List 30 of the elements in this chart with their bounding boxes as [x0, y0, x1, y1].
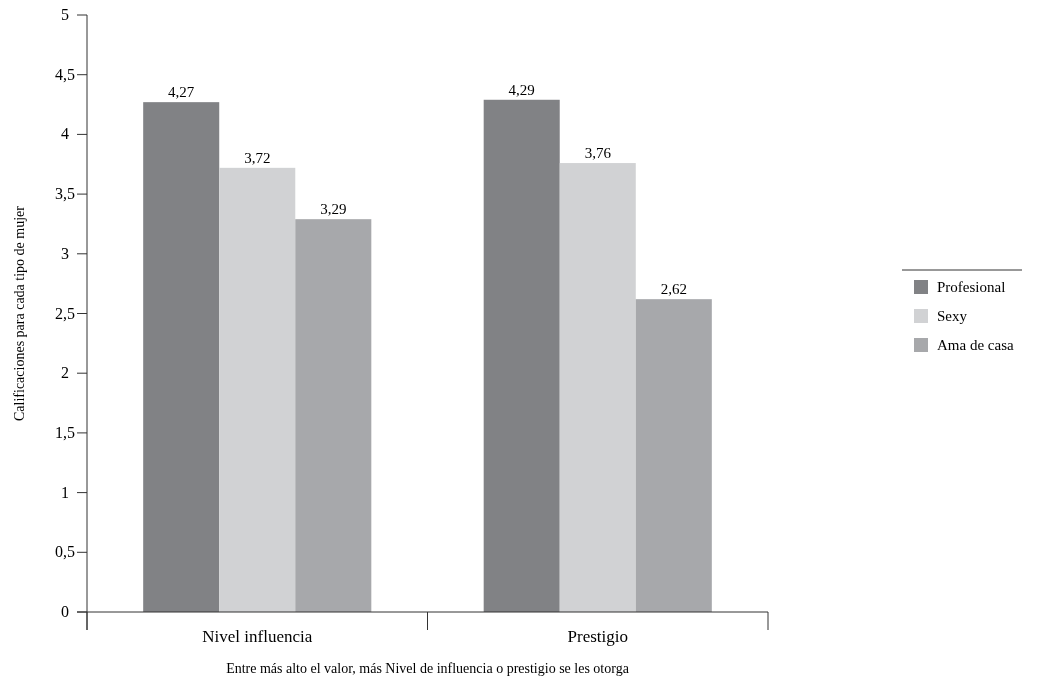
data-label: 3,72 [244, 149, 271, 166]
y-tick-label: 1,5 [55, 423, 75, 441]
data-label: 3,76 [584, 145, 612, 162]
y-tick-label: 3 [61, 244, 69, 262]
y-tick-label: 3,5 [55, 185, 75, 203]
y-tick-label: 0,5 [55, 543, 75, 561]
legend-label: Sexy [937, 308, 968, 324]
y-tick-label: 2 [61, 364, 69, 382]
y-axis-title: Calificaciones para cada tipo de mujer [12, 205, 27, 421]
x-tick-label: Nivel influencia [202, 627, 313, 646]
legend-label: Profesional [937, 279, 1006, 295]
bar [143, 102, 220, 612]
x-axis-title: Entre más alto el valor, más Nivel de influencia o prestigio se les otorga [226, 661, 630, 676]
data-label: 4,29 [508, 81, 535, 98]
data-label: 2,62 [660, 281, 687, 298]
bar [635, 299, 712, 612]
bar [219, 167, 296, 612]
y-tick-label: 4 [61, 125, 69, 143]
data-label: 4,27 [168, 84, 195, 101]
data-label: 3,29 [320, 201, 347, 218]
y-tick-label: 0 [61, 603, 69, 620]
x-tick-label: Prestigio [567, 627, 628, 646]
y-tick-label: 1 [61, 483, 69, 501]
y-tick-label: 2,5 [55, 304, 75, 322]
bar [295, 219, 372, 612]
y-tick-label: 5 [61, 6, 69, 23]
y-tick-label: 4,5 [55, 65, 75, 83]
bar [559, 163, 636, 612]
bar [483, 99, 560, 612]
legend-label: Ama de casa [937, 337, 1014, 353]
